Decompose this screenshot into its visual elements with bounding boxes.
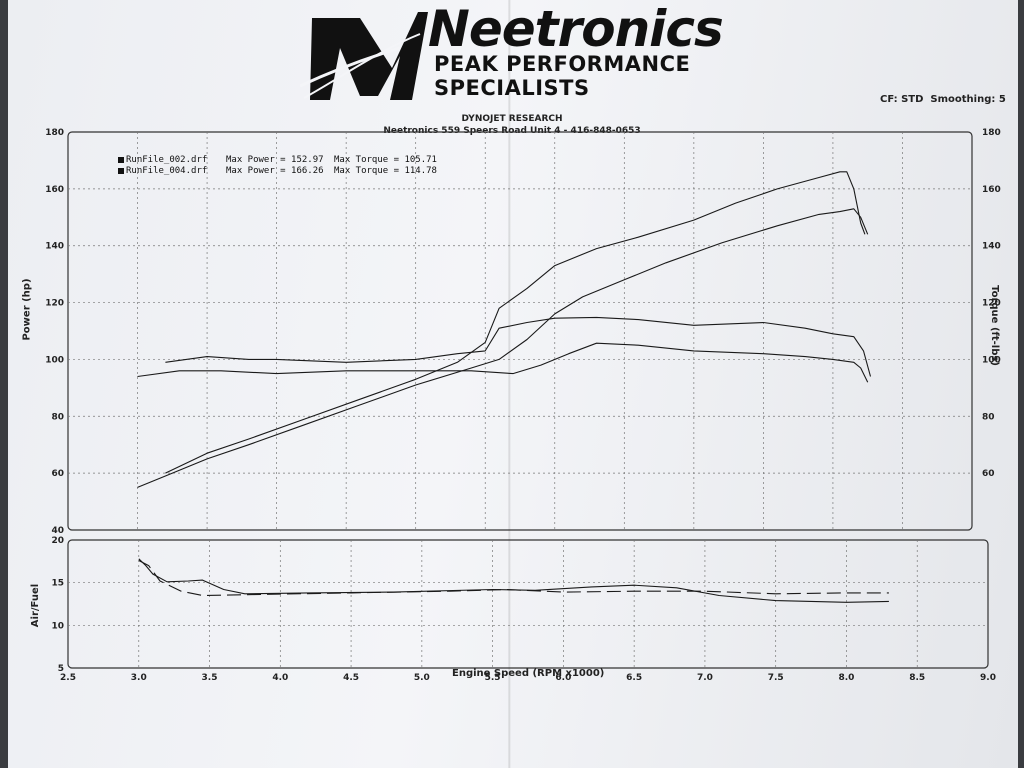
y-tick-label: 160 [45,185,64,195]
y-tick-label: 60 [51,469,64,479]
legend-max-torque: Max Torque = 114.78 [334,165,437,176]
y-tick-label: 80 [51,412,64,422]
legend-run-file: RunFile_004.drf [126,165,208,176]
logo-tagline: PEAK PERFORMANCE SPECIALISTS [434,52,691,100]
x-tick-label: 3.5 [202,673,218,683]
x-tick-label: 4.0 [272,673,288,683]
chart-legend: RunFile_002.drf Max Power = 152.97 Max T… [118,154,437,176]
afr-tick-label: 10 [51,621,64,631]
torque-line-run-004 [165,316,872,377]
legend-max-torque: Max Torque = 105.71 [334,154,437,165]
legend-item: RunFile_004.drf Max Power = 166.26 Max T… [118,165,437,176]
main-plot-frame [67,131,973,531]
legend-item: RunFile_002.drf Max Power = 152.97 Max T… [118,154,437,165]
y-axis-title: Power (hp) [21,278,33,341]
x-axis-title: Engine Speed (RPM x1000) [452,668,605,679]
legend-swatch [118,156,124,163]
x-tick-label: 5.0 [414,673,430,683]
legend-max-power: Max Power = 152.97 [226,154,324,165]
y-tick-label: 140 [45,242,64,252]
logo-mark-icon [300,12,428,100]
y2-tick-label: 180 [982,128,1001,138]
chart-title: DYNOJET RESEARCH [461,114,563,124]
afr-tick-label: 15 [51,579,64,589]
power-line-run-004 [165,171,866,474]
chart-subtitle: Neetronics 559 Speers Road Unit 4 - 416-… [383,126,641,136]
y-tick-label: 120 [45,299,64,309]
neetronics-logo: Neetronics PEAK PERFORMANCE SPECIALISTS [296,0,766,106]
legend-run-file: RunFile_002.drf [126,154,208,165]
legend-swatch [118,167,124,174]
x-tick-label: 4.5 [343,673,359,683]
x-tick-label: 7.5 [768,673,784,683]
y2-tick-label: 80 [982,412,995,422]
y2-tick-label: 140 [982,242,1001,252]
y-tick-label: 100 [45,355,64,365]
x-tick-label: 6.0 [555,673,571,683]
dyno-sheet [8,0,1018,768]
y2-tick-label: 120 [982,299,1001,309]
y-tick-label: 180 [45,128,64,138]
x-tick-label: 2.5 [60,673,76,683]
x-tick-label: 8.5 [909,673,925,683]
x-tick-label: 7.0 [697,673,713,683]
torque-line-run-002 [137,342,869,383]
dyno-settings: CF: STD Smoothing: 5 [880,94,1006,105]
y2-tick-label: 160 [982,185,1001,195]
y2-tick-label: 100 [982,355,1001,365]
afr-tick-label: 20 [51,536,64,546]
x-tick-label: 6.5 [626,673,642,683]
x-tick-label: 3.0 [131,673,147,683]
y2-tick-label: 60 [982,469,995,479]
afr-tick-label: 5 [58,664,64,674]
afr-axis-title: Air/Fuel [30,583,42,628]
x-tick-label: 8.0 [838,673,854,683]
afr-line-run-004 [138,560,889,597]
afr-plot-frame [67,539,989,669]
y-tick-label: 40 [51,526,64,536]
x-tick-label: 9.0 [980,673,996,683]
legend-max-power: Max Power = 166.26 [226,165,324,176]
x-tick-label: 5.5 [485,673,501,683]
afr-line-run-002 [138,558,889,603]
power-line-run-002 [137,208,869,488]
y2-axis-title: Torque (ft-lbs) [988,285,1000,366]
correction-factor: CF: STD [880,94,924,105]
smoothing-setting: Smoothing: 5 [930,94,1006,105]
paper-fold [508,0,511,768]
logo-wordmark: Neetronics [428,0,724,58]
